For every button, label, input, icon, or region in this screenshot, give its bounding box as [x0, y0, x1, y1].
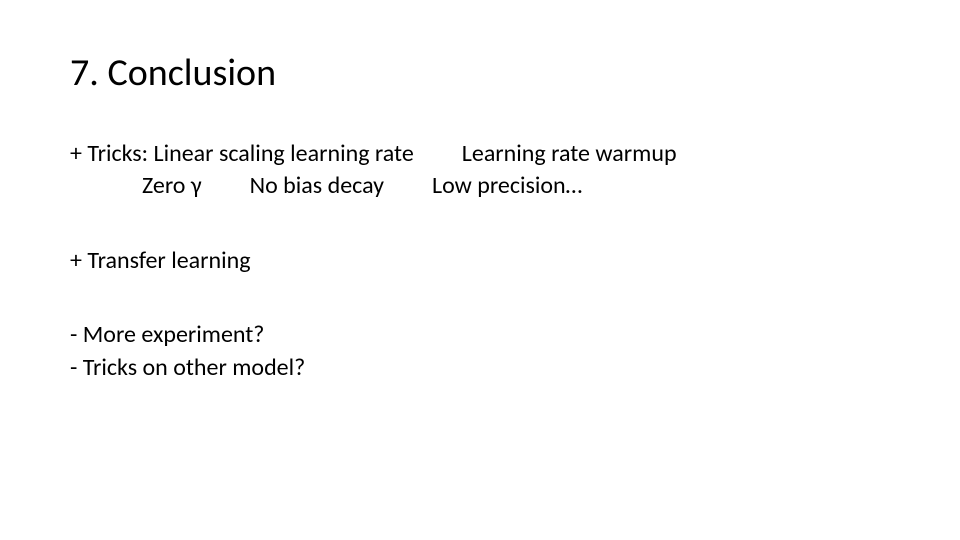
bullet-block-2: + Transfer learning — [70, 245, 890, 277]
bullet-block-3: - More experiment? - Tricks on other mod… — [70, 319, 890, 384]
bullet-line: - Tricks on other model? — [70, 352, 890, 384]
bullet-line: + Transfer learning — [70, 245, 890, 277]
slide-title: 7. Conclusion — [70, 50, 890, 96]
bullet-line: - More experiment? — [70, 319, 890, 351]
bullet-block-1: + Tricks: Linear scaling learning rate L… — [70, 138, 890, 203]
bullet-line: + Tricks: Linear scaling learning rate L… — [70, 138, 890, 170]
bullet-line: Zero γ No bias decay Low precision… — [70, 170, 890, 202]
